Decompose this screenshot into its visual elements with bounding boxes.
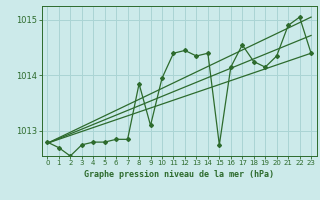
X-axis label: Graphe pression niveau de la mer (hPa): Graphe pression niveau de la mer (hPa) bbox=[84, 170, 274, 179]
